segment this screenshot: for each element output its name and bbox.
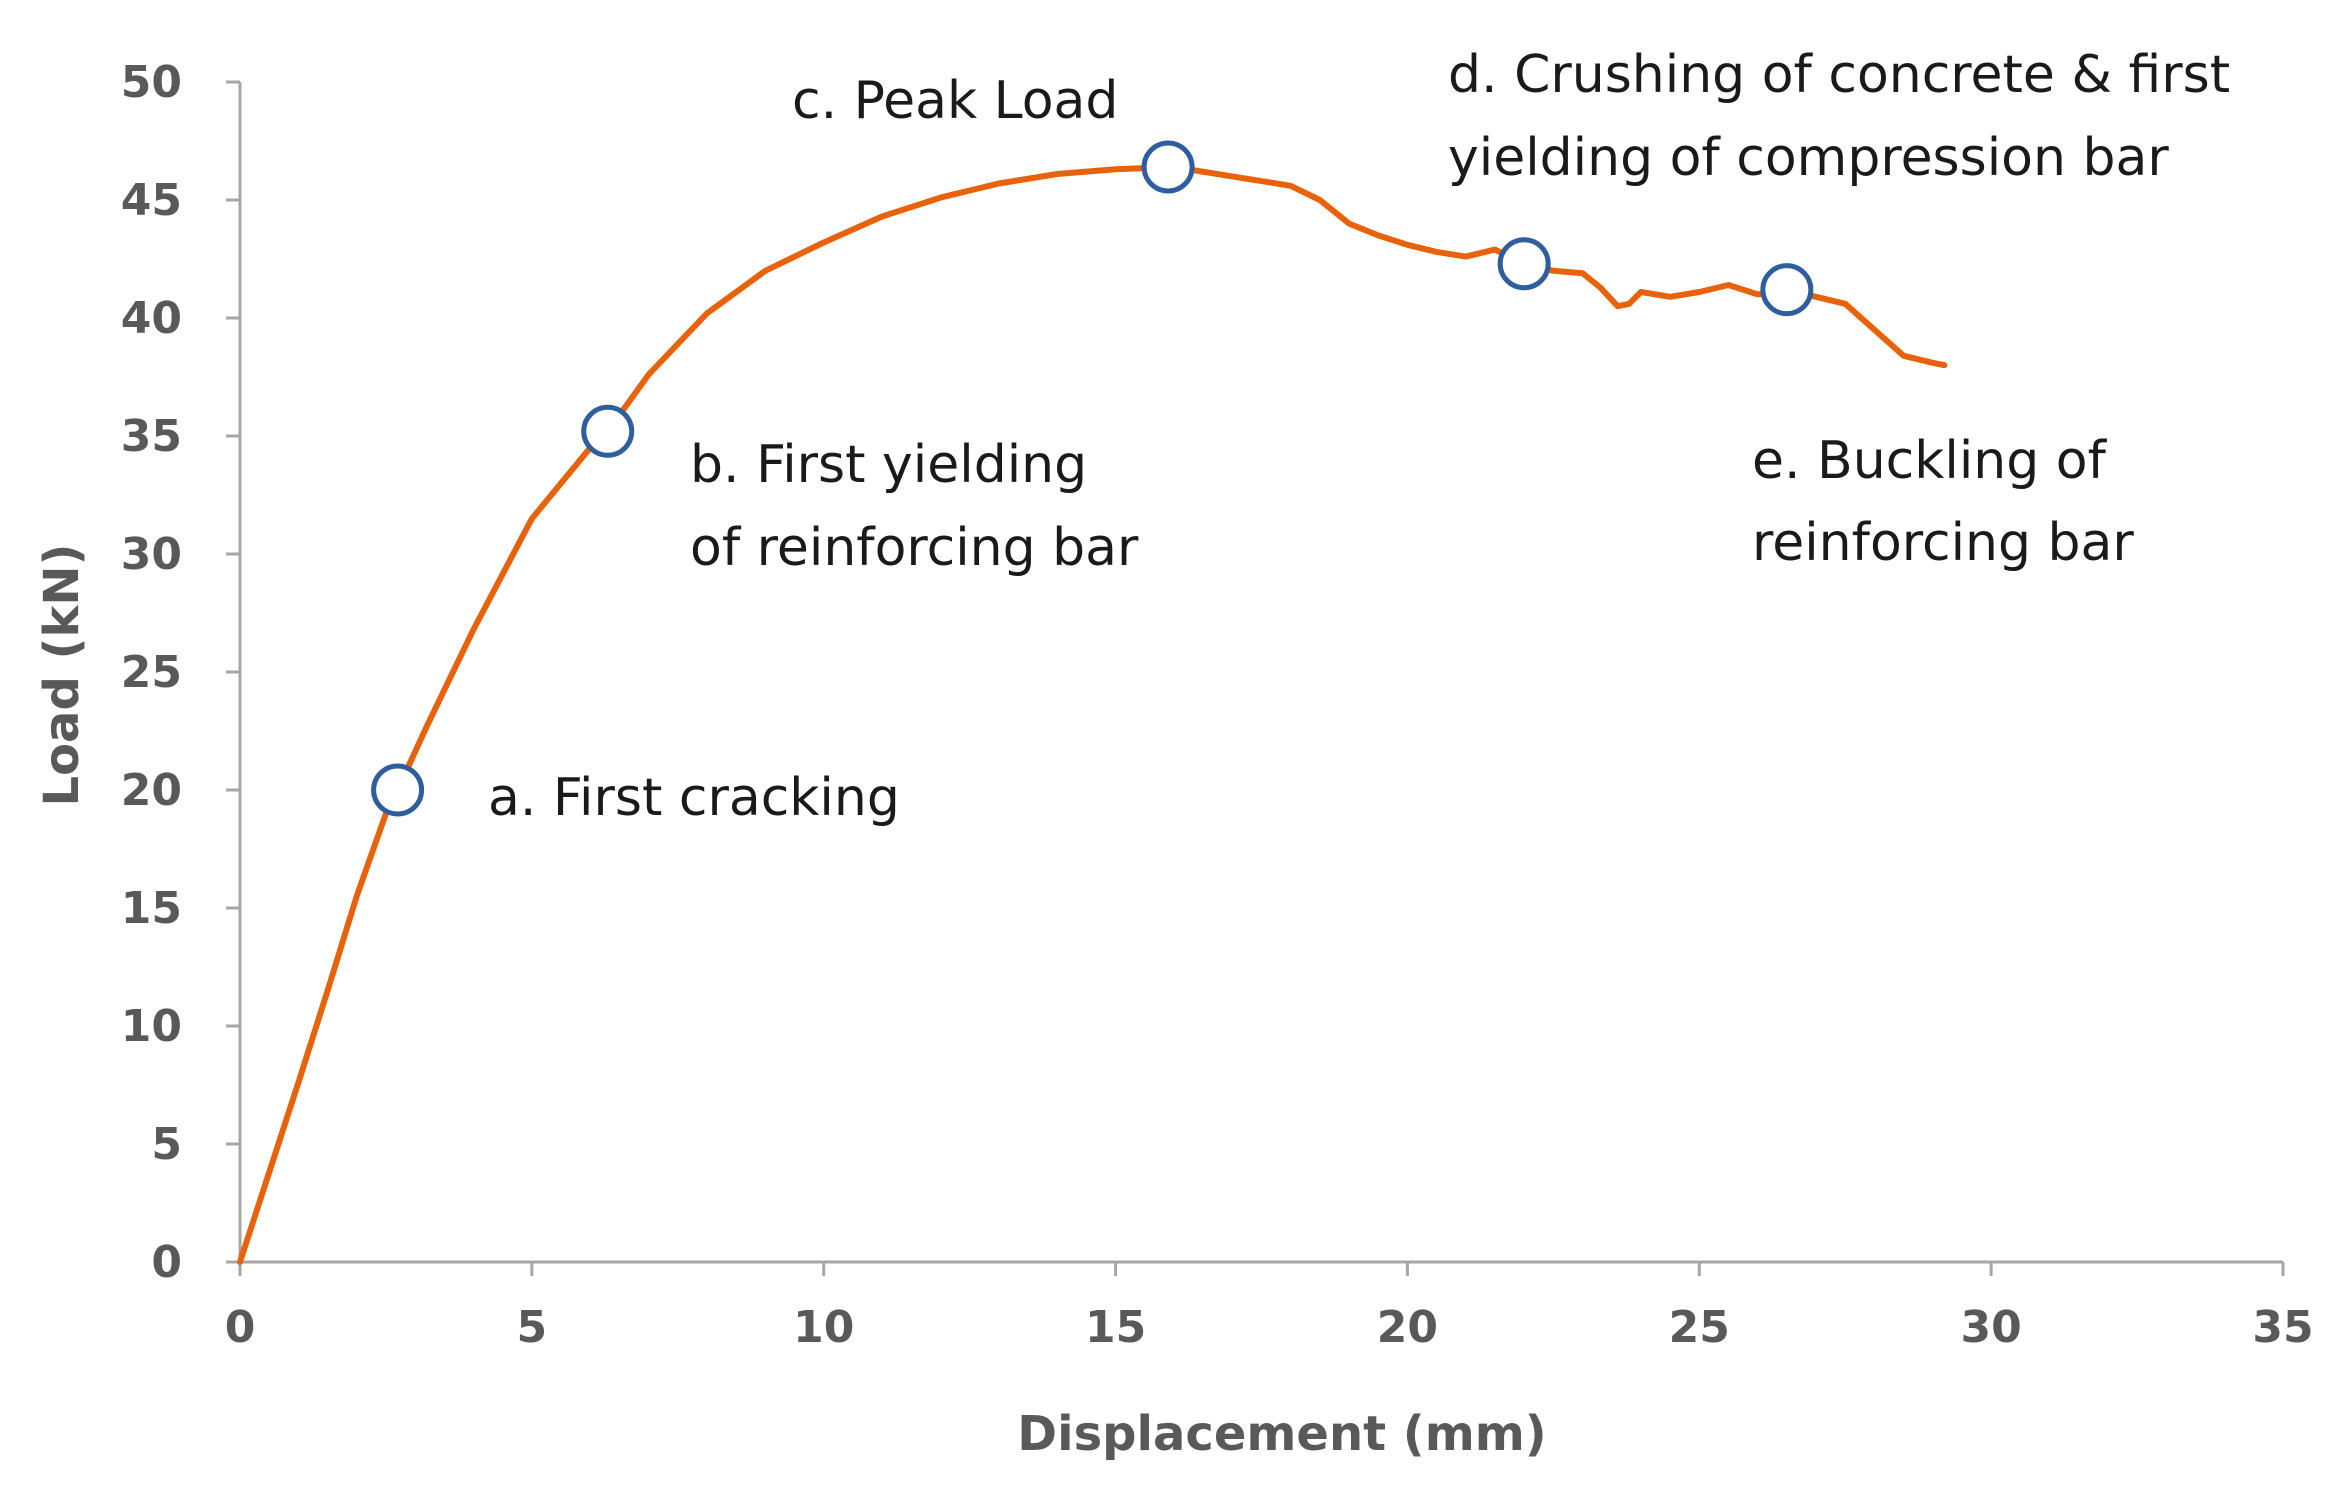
marker-point-a — [371, 763, 425, 817]
x-tick-label: 20 — [1377, 1302, 1438, 1353]
marker-point-c — [1141, 140, 1195, 194]
x-tick-label: 5 — [517, 1302, 548, 1353]
axes — [226, 80, 2285, 1276]
x-tick-label: 15 — [1085, 1302, 1146, 1353]
y-tick-label: 40 — [121, 293, 182, 344]
annotation-b-line2: of reinforcing bar — [690, 518, 1139, 578]
annotation-d-line1: d. Crushing of concrete & first — [1448, 45, 2230, 105]
annotation-d-line2: yielding of compression bar — [1448, 128, 2169, 188]
y-tick-label: 10 — [121, 1001, 182, 1052]
marker-point-d — [1497, 237, 1551, 291]
marker-point-e — [1760, 263, 1814, 317]
tick-labels: 0 5 10 15 20 25 30 35 40 45 50 0 5 10 15 20 25 30 35 — [121, 57, 2314, 1353]
x-tick-label: 25 — [1669, 1302, 1730, 1353]
y-tick-label: 25 — [121, 647, 182, 698]
series-line — [237, 164, 1948, 1265]
x-tick-label: 10 — [793, 1302, 854, 1353]
y-tick-label: 15 — [121, 883, 182, 934]
y-tick-label: 45 — [121, 175, 182, 226]
y-tick-label: 50 — [121, 57, 182, 108]
annotation-e-line2: reinforcing bar — [1752, 513, 2134, 573]
annotation-e-line1: e. Buckling of — [1752, 431, 2108, 491]
y-tick-label: 20 — [121, 765, 182, 816]
marker-layer — [371, 140, 1814, 817]
y-tick-label: 5 — [151, 1119, 182, 1170]
y-tick-label: 30 — [121, 529, 182, 580]
annotation-b-line1: b. First yielding — [690, 435, 1087, 495]
x-axis-title: Displacement (mm) — [1017, 1406, 1546, 1462]
annotation-c: c. Peak Load — [792, 71, 1118, 131]
y-axis-title: Load (kN) — [34, 544, 90, 807]
annotation-a: a. First cracking — [488, 768, 900, 828]
x-tick-label: 35 — [2252, 1302, 2313, 1353]
series-layer — [237, 164, 1948, 1265]
marker-point-b — [581, 404, 635, 458]
x-tick-label: 0 — [225, 1302, 256, 1353]
y-tick-label: 0 — [151, 1237, 182, 1288]
x-tick-label: 30 — [1961, 1302, 2022, 1353]
y-tick-label: 35 — [121, 411, 182, 462]
